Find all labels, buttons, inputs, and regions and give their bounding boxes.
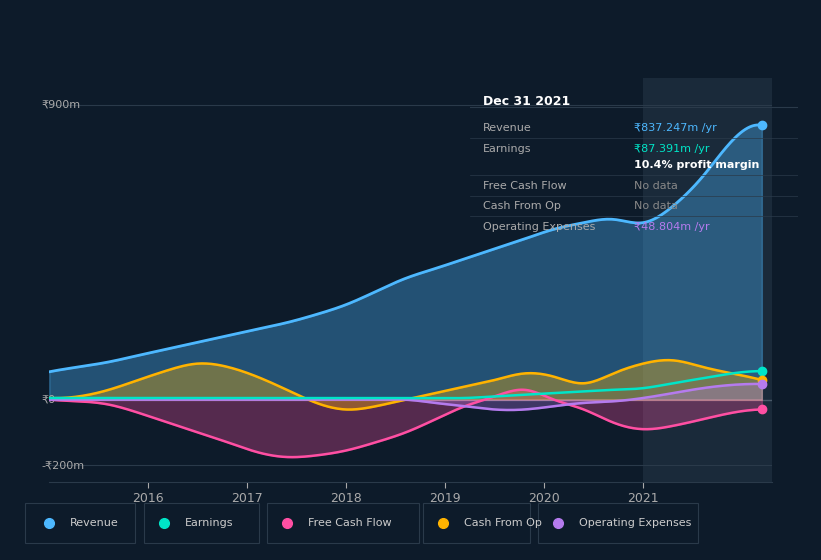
Text: Dec 31 2021: Dec 31 2021 (483, 95, 570, 109)
Text: ₹837.247m /yr: ₹837.247m /yr (634, 123, 717, 133)
Text: Free Cash Flow: Free Cash Flow (308, 518, 392, 528)
Text: ₹87.391m /yr: ₹87.391m /yr (634, 144, 709, 154)
Text: ₹48.804m /yr: ₹48.804m /yr (634, 222, 709, 232)
Text: No data: No data (634, 181, 677, 192)
Bar (423, 503, 530, 543)
Text: ₹0: ₹0 (41, 395, 56, 405)
Bar (643, 78, 772, 482)
Text: Revenue: Revenue (70, 518, 118, 528)
Text: Earnings: Earnings (185, 518, 233, 528)
Text: Operating Expenses: Operating Expenses (483, 222, 595, 232)
Text: 10.4% profit margin: 10.4% profit margin (634, 160, 759, 170)
Bar (144, 503, 259, 543)
Bar (25, 503, 135, 543)
Text: Free Cash Flow: Free Cash Flow (483, 181, 566, 192)
Bar (538, 503, 698, 543)
Text: ₹900m: ₹900m (41, 100, 80, 110)
Bar (267, 503, 419, 543)
Text: No data: No data (634, 201, 677, 211)
Text: Cash From Op: Cash From Op (464, 518, 542, 528)
Text: Cash From Op: Cash From Op (483, 201, 561, 211)
Text: Earnings: Earnings (483, 144, 531, 154)
Text: -₹200m: -₹200m (41, 460, 85, 470)
Text: Operating Expenses: Operating Expenses (579, 518, 691, 528)
Text: Revenue: Revenue (483, 123, 531, 133)
